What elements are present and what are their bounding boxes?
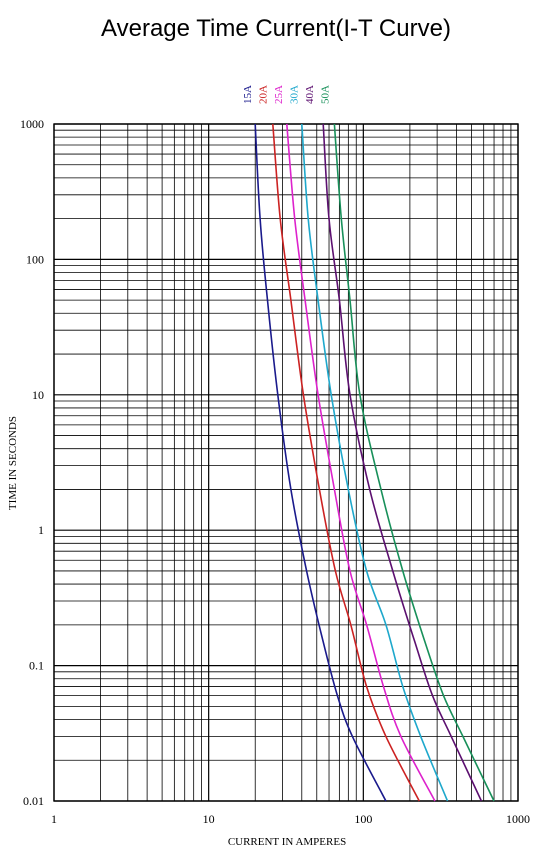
y-tick-label: 0.01 [23,794,44,808]
y-tick-label: 0.1 [29,659,44,673]
y-tick-label: 1 [38,523,44,537]
legend-label-30A: 30A [289,85,301,104]
x-tick-label: 100 [354,812,372,826]
curve-20A [272,123,421,802]
y-tick-label: 10 [32,388,44,402]
legend-label-50A: 50A [320,85,332,104]
legend-label-20A: 20A [258,85,270,104]
chart-title: Average Time Current(I-T Curve) [101,15,451,42]
legend: 15A 20A 25A 30A 40A 50A [242,85,332,104]
curve-30A [301,123,449,802]
curve-40A [322,123,483,802]
curve-50A [333,123,495,802]
curve-25A [286,123,436,802]
y-axis-label: TIME IN SECONDS [7,416,19,510]
x-tick-label: 10 [203,812,215,826]
y-tick-label: 1000 [20,117,44,131]
plot-frame [53,123,519,802]
legend-label-15A: 15A [242,85,254,104]
legend-label-40A: 40A [304,85,316,104]
curve-15A [254,123,387,802]
curves [254,123,495,802]
x-tick-label: 1000 [506,812,530,826]
x-tick-label: 1 [51,812,57,826]
legend-label-25A: 25A [273,85,285,104]
tick-labels: 1 10 100 1000 0.01 0.1 1 10 100 1000 [20,117,530,826]
y-tick-label: 100 [26,252,44,266]
x-axis-label: CURRENT IN AMPERES [228,836,346,848]
